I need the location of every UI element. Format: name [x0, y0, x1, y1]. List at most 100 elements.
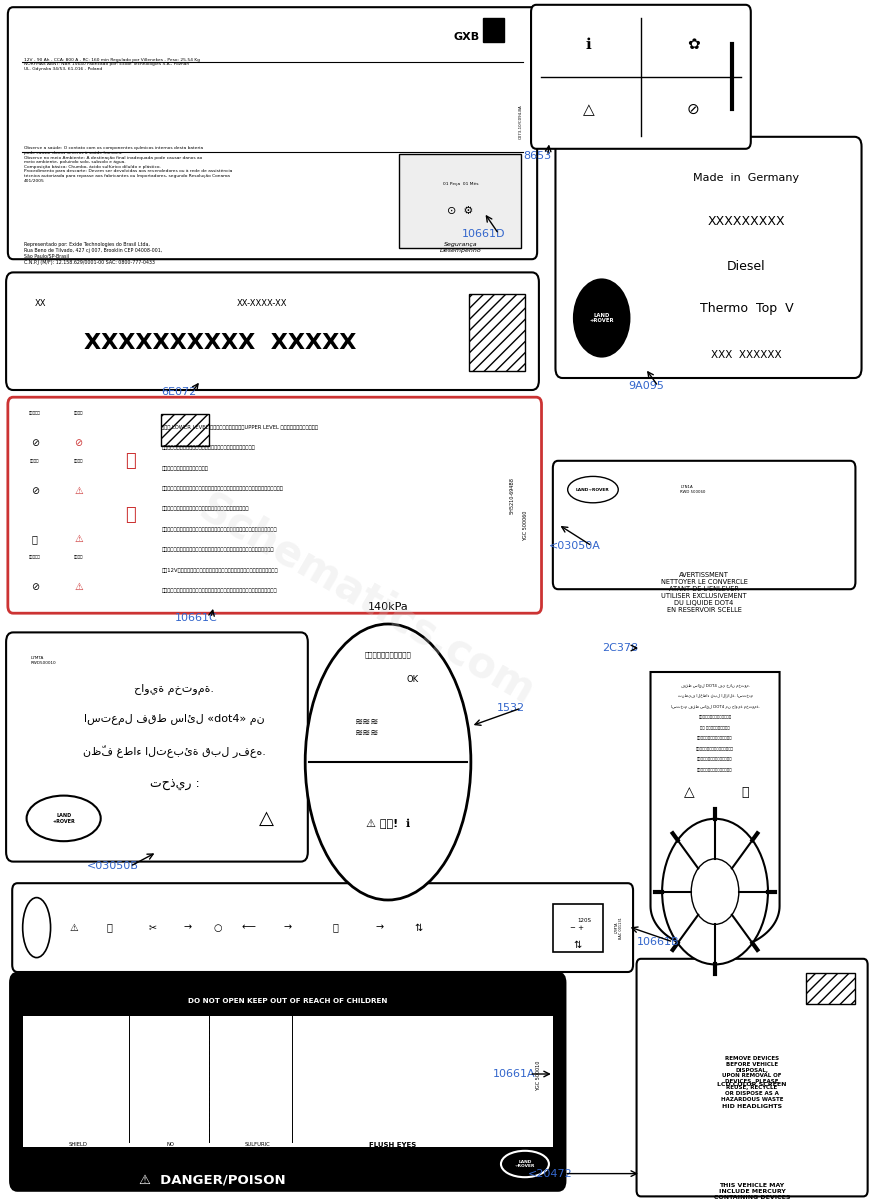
- Text: HID HEADLIGHTS: HID HEADLIGHTS: [722, 1104, 782, 1109]
- Text: △: △: [684, 785, 694, 799]
- Text: L7MTA
RWD500010: L7MTA RWD500010: [31, 656, 56, 665]
- Ellipse shape: [568, 476, 618, 503]
- Text: ⚠: ⚠: [74, 582, 83, 592]
- FancyBboxPatch shape: [6, 632, 308, 862]
- Text: 120S: 120S: [577, 918, 591, 923]
- Text: Observe a saúde: O contato com os componentes químicos internos desta bateria
po: Observe a saúde: O contato com os compon…: [24, 146, 232, 182]
- Text: 警告 使用前先阅读说明书。: 警告 使用前先阅读说明书。: [700, 726, 730, 730]
- FancyBboxPatch shape: [637, 959, 868, 1196]
- Text: ⚠  DANGER/POISON: ⚠ DANGER/POISON: [139, 1174, 285, 1187]
- Text: XXXXXXXXX: XXXXXXXXX: [708, 215, 786, 228]
- Text: 如使用前请阅读说明。使用本产品: 如使用前请阅读说明。使用本产品: [698, 768, 732, 772]
- Text: 液面が LOWER LEVEL 近くになったら補水し、UPPER LEVEL 以上入れないでください。: 液面が LOWER LEVEL 近くになったら補水し、UPPER LEVEL 以…: [161, 425, 318, 430]
- Text: ⊘: ⊘: [31, 582, 39, 592]
- Text: Schematics.com: Schematics.com: [191, 487, 542, 713]
- Text: こども禁止: こども禁止: [29, 556, 41, 559]
- Text: 140kPa: 140kPa: [368, 602, 408, 612]
- Text: 8653: 8653: [523, 151, 551, 161]
- Text: LAND÷ROVER: LAND÷ROVER: [576, 487, 610, 492]
- Polygon shape: [651, 672, 780, 950]
- Text: استعمل فقط سائل «dot4» من: استعمل فقط سائل «dot4» من: [84, 714, 265, 725]
- Text: 険: 険: [126, 452, 136, 470]
- Circle shape: [662, 818, 768, 965]
- Text: FLUSH EYES
IMMEDIATELY
WITH WATER
GET
MEDICAL
HELP
FAST: FLUSH EYES IMMEDIATELY WITH WATER GET ME…: [366, 1142, 419, 1190]
- Text: 如需协助，请联络授权服务商。: 如需协助，请联络授权服务商。: [698, 715, 732, 719]
- Text: 1532: 1532: [497, 703, 525, 713]
- Text: DO NOT OPEN KEEP OUT OF REACH OF CHILDREN: DO NOT OPEN KEEP OUT OF REACH OF CHILDRE…: [188, 998, 387, 1003]
- Text: 爆発注意: 爆発注意: [74, 460, 83, 463]
- Text: استخدم فقط سائل DOT4 من حاوية مختومة.: استخدم فقط سائل DOT4 من حاوية مختومة.: [671, 704, 760, 709]
- Text: 9A095: 9A095: [628, 382, 664, 391]
- Text: ⊘: ⊘: [74, 438, 83, 448]
- Text: ⚠: ⚠: [74, 486, 83, 496]
- Text: 危: 危: [126, 506, 136, 524]
- Text: <03050B: <03050B: [87, 862, 139, 871]
- FancyBboxPatch shape: [806, 973, 855, 1004]
- Text: حاوية مختومة.: حاوية مختومة.: [134, 684, 215, 695]
- Text: 5H5210-694B8: 5H5210-694B8: [509, 476, 514, 514]
- Text: LCD COLOR SCREEN: LCD COLOR SCREEN: [718, 1082, 787, 1087]
- Ellipse shape: [26, 796, 101, 841]
- Text: 息。如不遵守使用说明和安全信息，: 息。如不遵守使用说明和安全信息，: [696, 746, 734, 751]
- Text: YGC 500060: YGC 500060: [523, 510, 528, 540]
- Text: ⊘: ⊘: [31, 438, 39, 448]
- Text: ⇅: ⇅: [414, 923, 423, 932]
- FancyBboxPatch shape: [10, 973, 565, 1190]
- Text: OK: OK: [407, 674, 419, 684]
- Text: <20472: <20472: [528, 1169, 572, 1178]
- Text: 引火禁止: 引火禁止: [31, 460, 39, 463]
- Text: L7MTA
BAC 001131: L7MTA BAC 001131: [615, 917, 623, 938]
- Text: →: →: [283, 923, 292, 932]
- Text: →: →: [375, 923, 384, 932]
- Text: Segurança
Desempenho: Segurança Desempenho: [439, 242, 481, 253]
- Text: SHIELD
EYES
EXPLOSIVE
GASES CAN CAUSE
BLINDNESS OR INJURY: SHIELD EYES EXPLOSIVE GASES CAN CAUSE BL…: [50, 1142, 107, 1171]
- Text: 📖: 📖: [106, 923, 112, 932]
- Text: この12Vバッテリはエンジン始動用です。他の用途には使用しないでください。: この12Vバッテリはエンジン始動用です。他の用途には使用しないでください。: [161, 568, 278, 572]
- FancyBboxPatch shape: [399, 154, 521, 248]
- Text: ⊘: ⊘: [31, 486, 39, 496]
- FancyBboxPatch shape: [12, 883, 633, 972]
- Text: نظّف غطاء التعبئة قبل رفعه.: نظّف غطاء التعبئة قبل رفعه.: [83, 744, 266, 757]
- Text: L7N1A
RWD 500060: L7N1A RWD 500060: [680, 485, 705, 494]
- Text: تنظيف الغطاء قبل الإزالة. استخدم: تنظيف الغطاء قبل الإزالة. استخدم: [678, 694, 753, 698]
- Text: 可能导致人身伤害、火灾或爆炸。: 可能导致人身伤害、火灾或爆炸。: [698, 737, 732, 740]
- Text: 2C378: 2C378: [602, 643, 637, 653]
- Text: 10661C: 10661C: [174, 613, 217, 623]
- Text: <03050A: <03050A: [549, 541, 601, 551]
- Text: 目、皮膚、衣服、他についたときにはすぐに多量の水で洗い、飲み込んだときはすぐに: 目、皮膚、衣服、他についたときにはすぐに多量の水で洗い、飲み込んだときはすぐに: [161, 486, 283, 491]
- Text: C073-10/C094-BA: C073-10/C094-BA: [519, 104, 522, 139]
- Text: メガネ着用: メガネ着用: [29, 412, 41, 415]
- Text: バッテリは水素ガスの発生があり、換気いを怠ると引火爆発のおそれがあります。: バッテリは水素ガスの発生があり、換気いを怠ると引火爆発のおそれがあります。: [161, 588, 277, 593]
- Text: ℹ: ℹ: [586, 37, 591, 52]
- Text: NO
• SPARKS
• FLAMES
• SMOKING: NO • SPARKS • FLAMES • SMOKING: [155, 1142, 185, 1165]
- Text: ⇅: ⇅: [573, 941, 582, 950]
- FancyBboxPatch shape: [555, 137, 862, 378]
- FancyBboxPatch shape: [8, 397, 542, 613]
- Text: LAND
÷ROVER: LAND ÷ROVER: [589, 312, 614, 323]
- Text: △: △: [258, 809, 274, 828]
- Circle shape: [573, 278, 630, 358]
- Text: فقط سائل DOT4 في خزان مختوم.: فقط سائل DOT4 في خزان مختوم.: [680, 684, 750, 688]
- Text: ⚠: ⚠: [70, 923, 78, 932]
- Text: − +: − +: [570, 924, 584, 931]
- Text: XX: XX: [35, 299, 46, 308]
- Text: 目に入ったときや飲み込んだときは至急の治療を受けてください。: 目に入ったときや飲み込んだときは至急の治療を受けてください。: [161, 445, 255, 450]
- Text: Representado por: Exide Technologies do Brasil Ltda,
Rua Beno de Tilvado, 427 cj: Representado por: Exide Technologies do …: [24, 242, 162, 265]
- FancyBboxPatch shape: [553, 461, 855, 589]
- Text: 液体温度高时勿打开盖子: 液体温度高时勿打开盖子: [364, 652, 412, 658]
- Text: 📖: 📖: [742, 786, 749, 798]
- Text: Made  in  Germany: Made in Germany: [693, 173, 800, 182]
- Text: Thermo  Top  V: Thermo Top V: [699, 302, 794, 316]
- Text: SULFURIC
ACID
CAN CAUSE
BLINDNESS OR
SEVERE BURNS: SULFURIC ACID CAN CAUSE BLINDNESS OR SEV…: [237, 1142, 277, 1171]
- Text: ⚠ 警告!  ℹ: ⚠ 警告! ℹ: [366, 818, 410, 829]
- Text: 火気禁止: 火気禁止: [74, 412, 83, 415]
- Text: ✂: ✂: [148, 923, 157, 932]
- Text: LAND
÷ROVER: LAND ÷ROVER: [514, 1159, 535, 1169]
- Text: 充電は風通しのよいところで行い、ショートやスパークをさせないでください。: 充電は風通しのよいところで行い、ショートやスパークをさせないでください。: [161, 547, 274, 552]
- Text: REMOVE DEVICES
BEFORE VEHICLE
DISPOSAL,
UPON REMOVAL OF
DEVICES, PLEASE
REUSE, R: REMOVE DEVICES BEFORE VEHICLE DISPOSAL, …: [721, 1056, 783, 1102]
- Text: ⊘: ⊘: [687, 102, 699, 116]
- Text: THIS VEHICLE MAY
INCLUDE MERCURY
CONTAINING DEVICES
INSTALLED BY
THE MANUFACTURE: THIS VEHICLE MAY INCLUDE MERCURY CONTAIN…: [714, 1183, 790, 1200]
- FancyBboxPatch shape: [531, 5, 751, 149]
- FancyBboxPatch shape: [483, 18, 504, 42]
- Ellipse shape: [501, 1151, 549, 1177]
